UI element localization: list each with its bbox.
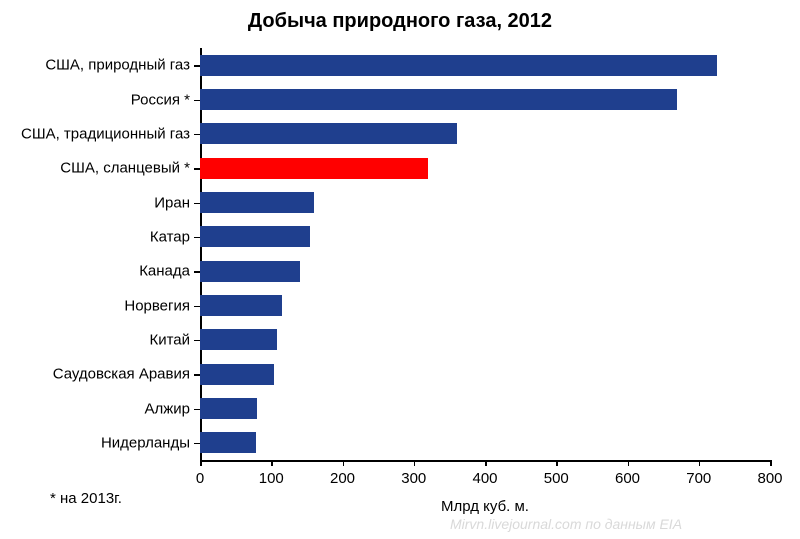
y-tick: [194, 306, 200, 308]
x-axis-label: Млрд куб. м.: [441, 498, 529, 515]
bar: [200, 192, 314, 213]
y-tick: [194, 409, 200, 411]
category-label: США, традиционный газ: [21, 125, 190, 142]
x-tick-label: 500: [544, 470, 569, 487]
category-label: Нидерланды: [101, 434, 190, 451]
y-tick: [194, 374, 200, 376]
gas-production-chart: Добыча природного газа, 2012 01002003004…: [0, 0, 800, 539]
y-tick: [194, 203, 200, 205]
x-tick-label: 300: [401, 470, 426, 487]
x-tick: [699, 460, 701, 466]
bar: [200, 295, 282, 316]
x-tick: [200, 460, 202, 466]
bar: [200, 123, 457, 144]
category-label: Россия *: [131, 91, 190, 108]
bar: [200, 329, 277, 350]
x-tick: [770, 460, 772, 466]
x-tick-label: 400: [472, 470, 497, 487]
x-tick: [485, 460, 487, 466]
x-tick-label: 700: [686, 470, 711, 487]
x-tick-label: 600: [615, 470, 640, 487]
plot-area: 0100200300400500600700800: [200, 48, 770, 460]
chart-title: Добыча природного газа, 2012: [0, 10, 800, 33]
x-tick-label: 800: [757, 470, 782, 487]
bar: [200, 55, 717, 76]
x-tick: [628, 460, 630, 466]
category-label: Канада: [139, 263, 190, 280]
x-tick-label: 0: [196, 470, 204, 487]
y-tick: [194, 100, 200, 102]
category-label: США, природный газ: [45, 57, 190, 74]
y-tick: [194, 443, 200, 445]
bar: [200, 432, 256, 453]
credit: Mirvn.livejournal.com по данным EIA: [450, 516, 682, 532]
x-tick: [556, 460, 558, 466]
y-tick: [194, 65, 200, 67]
y-tick: [194, 134, 200, 136]
category-label: США, сланцевый *: [60, 160, 190, 177]
x-tick-label: 200: [330, 470, 355, 487]
category-label: Саудовская Аравия: [53, 366, 190, 383]
x-tick: [414, 460, 416, 466]
bar: [200, 158, 428, 179]
bar: [200, 261, 300, 282]
category-label: Иран: [154, 194, 190, 211]
x-tick: [271, 460, 273, 466]
category-label: Алжир: [144, 400, 190, 417]
category-label: Норвегия: [124, 297, 190, 314]
x-tick-label: 100: [259, 470, 284, 487]
y-tick: [194, 168, 200, 170]
y-tick: [194, 271, 200, 273]
bar: [200, 89, 677, 110]
bar: [200, 226, 310, 247]
bar: [200, 364, 274, 385]
category-label: Катар: [150, 228, 190, 245]
category-label: Китай: [149, 331, 190, 348]
y-tick: [194, 340, 200, 342]
footnote: * на 2013г.: [50, 490, 122, 507]
x-tick: [343, 460, 345, 466]
bar: [200, 398, 257, 419]
y-tick: [194, 237, 200, 239]
